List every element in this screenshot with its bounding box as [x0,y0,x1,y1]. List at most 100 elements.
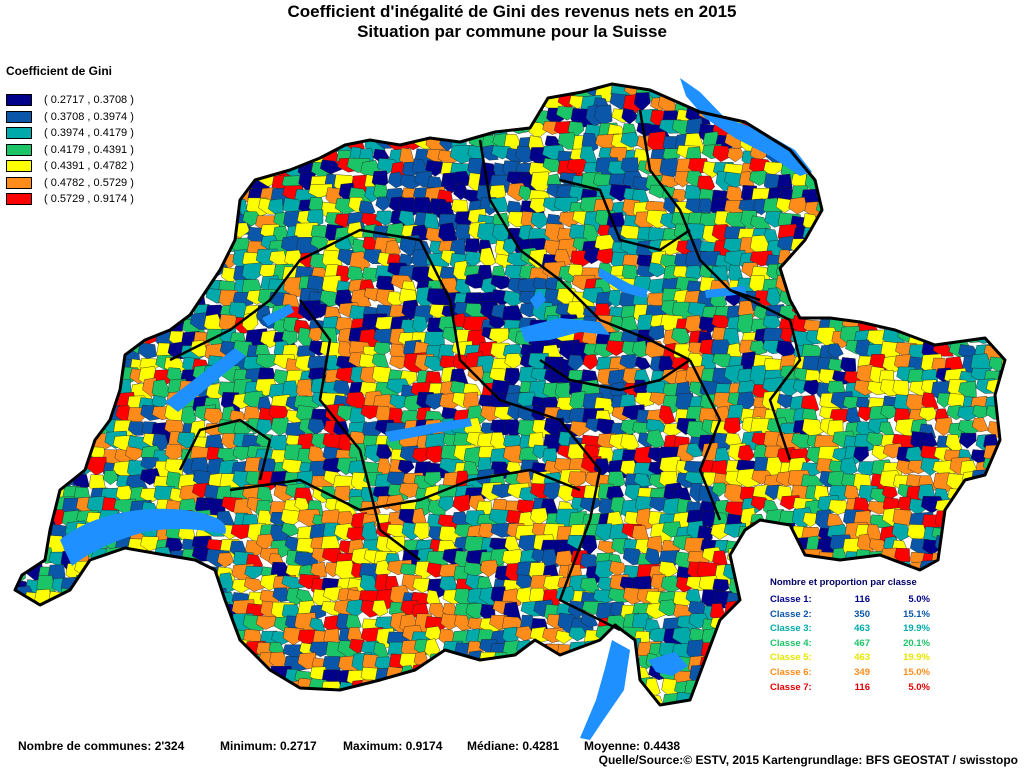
commune [152,592,171,613]
commune [930,303,952,322]
commune [15,422,38,443]
commune [241,262,263,283]
commune [272,120,290,142]
commune [934,605,959,620]
commune [997,275,1005,295]
commune [879,84,901,99]
commune [984,566,1005,583]
commune [962,642,980,659]
commune [932,692,951,705]
commune [984,290,1005,305]
commune [452,722,474,739]
commune [962,535,987,552]
commune [477,669,499,689]
commune [986,630,1005,648]
commune [151,263,177,281]
commune [193,84,212,86]
commune [945,562,962,580]
commune [957,158,980,180]
commune [63,342,89,358]
commune [649,718,670,735]
commune [116,552,142,574]
commune [22,343,48,360]
commune [920,124,943,144]
commune [52,314,74,334]
commune [258,149,283,171]
commune [47,409,72,424]
commune [255,694,278,705]
commune [865,292,882,306]
commune [15,536,21,553]
commune [530,653,547,674]
commune [1011,580,1024,596]
commune [427,722,449,737]
commune [163,565,185,582]
commune [22,84,47,92]
commune [996,576,1005,598]
commune [827,224,845,245]
commune [958,291,982,312]
commune [830,562,848,579]
legend-label: ( 0.3708 , 0.3974 ) [44,110,134,123]
commune [919,189,937,205]
commune [724,704,749,705]
commune [75,278,98,295]
commune [15,84,18,101]
commune [166,171,191,188]
commune [505,84,526,100]
commune [194,653,213,668]
commune [841,241,863,262]
commune [190,157,213,178]
commune [38,84,64,96]
commune [869,92,895,115]
commune [854,173,877,193]
commune [583,84,606,85]
commune [216,643,241,657]
commune [1012,475,1024,495]
commune [738,719,758,735]
commune [557,734,574,740]
stats-class-count: 467 [854,637,870,649]
commune [182,690,201,705]
commune [204,718,228,735]
commune [47,108,72,128]
commune [220,94,244,114]
commune [218,107,242,123]
commune [24,640,48,663]
commune [972,667,988,687]
commune [298,131,321,150]
commune [764,534,786,555]
commune [765,693,785,705]
commune [15,185,33,205]
commune [996,330,1005,349]
commune [125,240,151,255]
commune [713,719,732,734]
commune [61,261,79,282]
commune [969,292,990,308]
commune [337,111,361,132]
commune [961,104,981,123]
commune [49,381,73,403]
commune [61,109,78,132]
commune [884,84,902,91]
commune [22,202,41,220]
commune [748,275,767,295]
commune [105,717,126,737]
commune [974,691,992,705]
commune [982,665,1004,686]
commune [138,144,156,162]
commune [740,735,758,740]
commune [390,94,416,112]
commune [842,248,864,269]
commune [701,733,724,740]
commune [985,279,1005,299]
commune [830,133,853,155]
commune [648,262,668,278]
commune [961,625,978,646]
commune [15,368,19,385]
commune [830,275,852,292]
commune [949,97,970,112]
commune [15,228,19,250]
commune [749,340,768,356]
commune [529,198,546,214]
